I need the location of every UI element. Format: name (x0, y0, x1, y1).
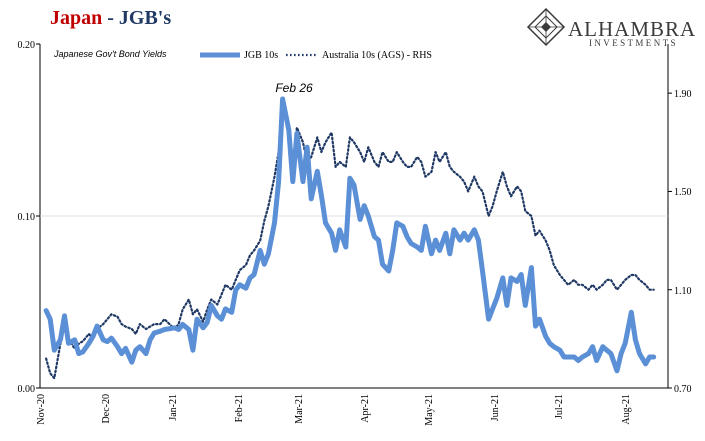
left-tick-label: 0.00 (18, 384, 36, 395)
logo-tagline: INVESTMENTS (589, 38, 678, 48)
x-tick-label: Feb-21 (234, 394, 245, 422)
right-axis-ticks: 0.70 1.10 1.50 1.90 (674, 89, 692, 395)
legend-label-aus: Australia 10s (AGS) - RHS (322, 50, 432, 61)
diamond-logo-icon (526, 7, 566, 47)
x-tick-label: Jan-21 (168, 394, 179, 421)
right-tick-label: 0.70 (674, 384, 692, 395)
x-tick-label: Mar-21 (294, 394, 305, 424)
x-tick-label: May-21 (424, 394, 435, 426)
axes (39, 44, 669, 389)
series-layer (43, 96, 657, 380)
legend-label-jgb: JGB 10s (244, 50, 278, 61)
left-axis-ticks: 0.00 0.10 0.20 (18, 40, 36, 395)
annotation-feb-26: Feb 26 (275, 81, 313, 95)
x-tick-label: Jul-21 (554, 394, 565, 419)
left-tick-label: 0.20 (18, 40, 36, 51)
right-tick-label: 1.90 (674, 89, 692, 100)
right-tick-label: 1.50 (674, 187, 692, 198)
x-tick-label: Dec-20 (101, 394, 112, 423)
x-axis-labels: Nov-20 Dec-20 Jan-21 Feb-21 Mar-21 Apr-2… (36, 394, 632, 426)
x-tick-label: Aug-21 (621, 394, 632, 425)
logo-name: ALHAMBRA (568, 17, 696, 41)
chart-subtitle: Japanese Gov't Bond Yields (53, 49, 167, 59)
series-line-jgb-10s (43, 96, 657, 374)
chart-title: Japan - JGB's (50, 7, 171, 29)
right-tick-label: 1.10 (674, 286, 692, 297)
left-tick-label: 0.10 (18, 212, 36, 223)
x-tick-label: Apr-21 (360, 394, 371, 423)
tick-marks (36, 43, 672, 389)
alhambra-logo: ALHAMBRA INVESTMENTS (526, 7, 696, 48)
series-line-australia-10s (44, 106, 655, 380)
x-tick-label: Jun-21 (490, 394, 501, 421)
legend: JGB 10s Australia 10s (AGS) - RHS (200, 50, 432, 61)
x-tick-label: Nov-20 (36, 394, 47, 425)
